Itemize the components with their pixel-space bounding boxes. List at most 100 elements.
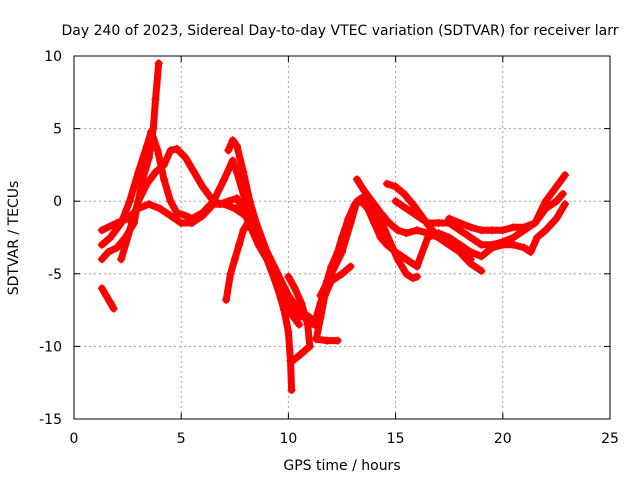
data-point xyxy=(190,168,199,177)
data-point xyxy=(104,248,113,257)
ticks: 0 5 10 15 20 25 -15 -10 -5 0 5 10 xyxy=(39,49,619,447)
data-point xyxy=(230,204,239,213)
data-point xyxy=(239,226,248,235)
y-tick-label: -5 xyxy=(48,267,62,283)
data-point xyxy=(402,204,411,213)
data-point xyxy=(155,204,164,213)
data-point xyxy=(215,200,224,209)
y-tick-label: -10 xyxy=(39,339,62,355)
data-point xyxy=(280,284,289,293)
data-point xyxy=(288,356,297,365)
data-point xyxy=(498,240,507,249)
data-point xyxy=(445,240,454,249)
x-tick-label: 0 xyxy=(70,431,79,447)
data-point xyxy=(287,385,296,394)
data-point xyxy=(166,146,175,155)
data-point xyxy=(560,171,569,180)
data-point xyxy=(530,218,539,227)
data-point xyxy=(477,226,486,235)
data-point xyxy=(166,211,175,220)
data-point xyxy=(235,240,244,249)
data-point xyxy=(455,226,464,235)
series-arc-g xyxy=(224,136,304,322)
data-point xyxy=(455,240,464,249)
series-arc-p xyxy=(445,171,569,235)
data-point xyxy=(112,218,121,227)
data-point xyxy=(232,194,241,203)
data-point xyxy=(552,197,561,206)
data-point xyxy=(241,211,250,220)
data-point xyxy=(520,243,529,252)
series-arc-f xyxy=(222,218,296,394)
data-point xyxy=(393,255,402,264)
data-point xyxy=(243,218,252,227)
data-point xyxy=(224,197,233,206)
data-point xyxy=(181,211,190,220)
data-point xyxy=(181,153,190,162)
data-point xyxy=(97,284,106,293)
data-point xyxy=(220,175,229,184)
data-point xyxy=(509,223,518,232)
y-tick-label: 5 xyxy=(53,122,62,138)
data-point xyxy=(198,211,207,220)
data-point xyxy=(400,189,409,198)
data-point xyxy=(376,233,385,242)
x-tick-label: 5 xyxy=(177,431,186,447)
series-line xyxy=(445,171,569,234)
data-point xyxy=(541,197,550,206)
y-axis-label: SDTVAR / TECUs xyxy=(6,181,22,296)
data-point xyxy=(142,142,151,151)
data-point xyxy=(284,327,293,336)
series-arc-a xyxy=(97,284,118,313)
data-point xyxy=(359,185,368,194)
data-point xyxy=(408,200,417,209)
data-point xyxy=(322,336,331,345)
data-point xyxy=(413,262,422,271)
data-point xyxy=(290,284,299,293)
data-point xyxy=(353,175,362,184)
data-point xyxy=(177,218,186,227)
data-point xyxy=(134,197,143,206)
x-tick-label: 20 xyxy=(494,431,512,447)
data-point xyxy=(147,127,156,136)
data-point xyxy=(142,179,151,188)
data-point xyxy=(305,342,314,351)
data-point xyxy=(338,269,346,278)
data-point xyxy=(488,226,497,235)
series-arc-h xyxy=(284,272,314,365)
data-point xyxy=(121,240,130,249)
data-point xyxy=(228,136,237,145)
data-point xyxy=(102,291,111,300)
data-point xyxy=(402,269,411,278)
y-tick-label: -15 xyxy=(39,412,62,428)
data-point xyxy=(387,240,396,249)
data-point xyxy=(413,211,422,220)
data-point xyxy=(297,349,306,358)
data-point xyxy=(560,200,569,209)
data-point xyxy=(393,226,402,235)
data-point xyxy=(466,233,475,242)
data-point xyxy=(125,197,134,206)
data-point xyxy=(106,233,115,242)
y-tick-label: 10 xyxy=(44,49,62,65)
data-point xyxy=(262,248,271,257)
data-point xyxy=(284,272,293,281)
data-point xyxy=(391,182,400,191)
data-point xyxy=(295,313,304,322)
data-point xyxy=(380,226,389,235)
data-point xyxy=(391,197,400,206)
data-point xyxy=(533,233,542,242)
data-point xyxy=(316,291,325,300)
data-point xyxy=(226,269,235,278)
data-point xyxy=(112,243,121,252)
data-point xyxy=(166,197,175,206)
series-layer xyxy=(97,59,569,394)
data-point xyxy=(172,208,181,217)
data-point xyxy=(402,255,411,264)
data-point xyxy=(230,255,239,264)
series-line xyxy=(98,284,118,313)
chart-title: Day 240 of 2023, Sidereal Day-to-day VTE… xyxy=(62,23,619,39)
x-tick-label: 15 xyxy=(387,431,405,447)
data-point xyxy=(455,248,464,257)
